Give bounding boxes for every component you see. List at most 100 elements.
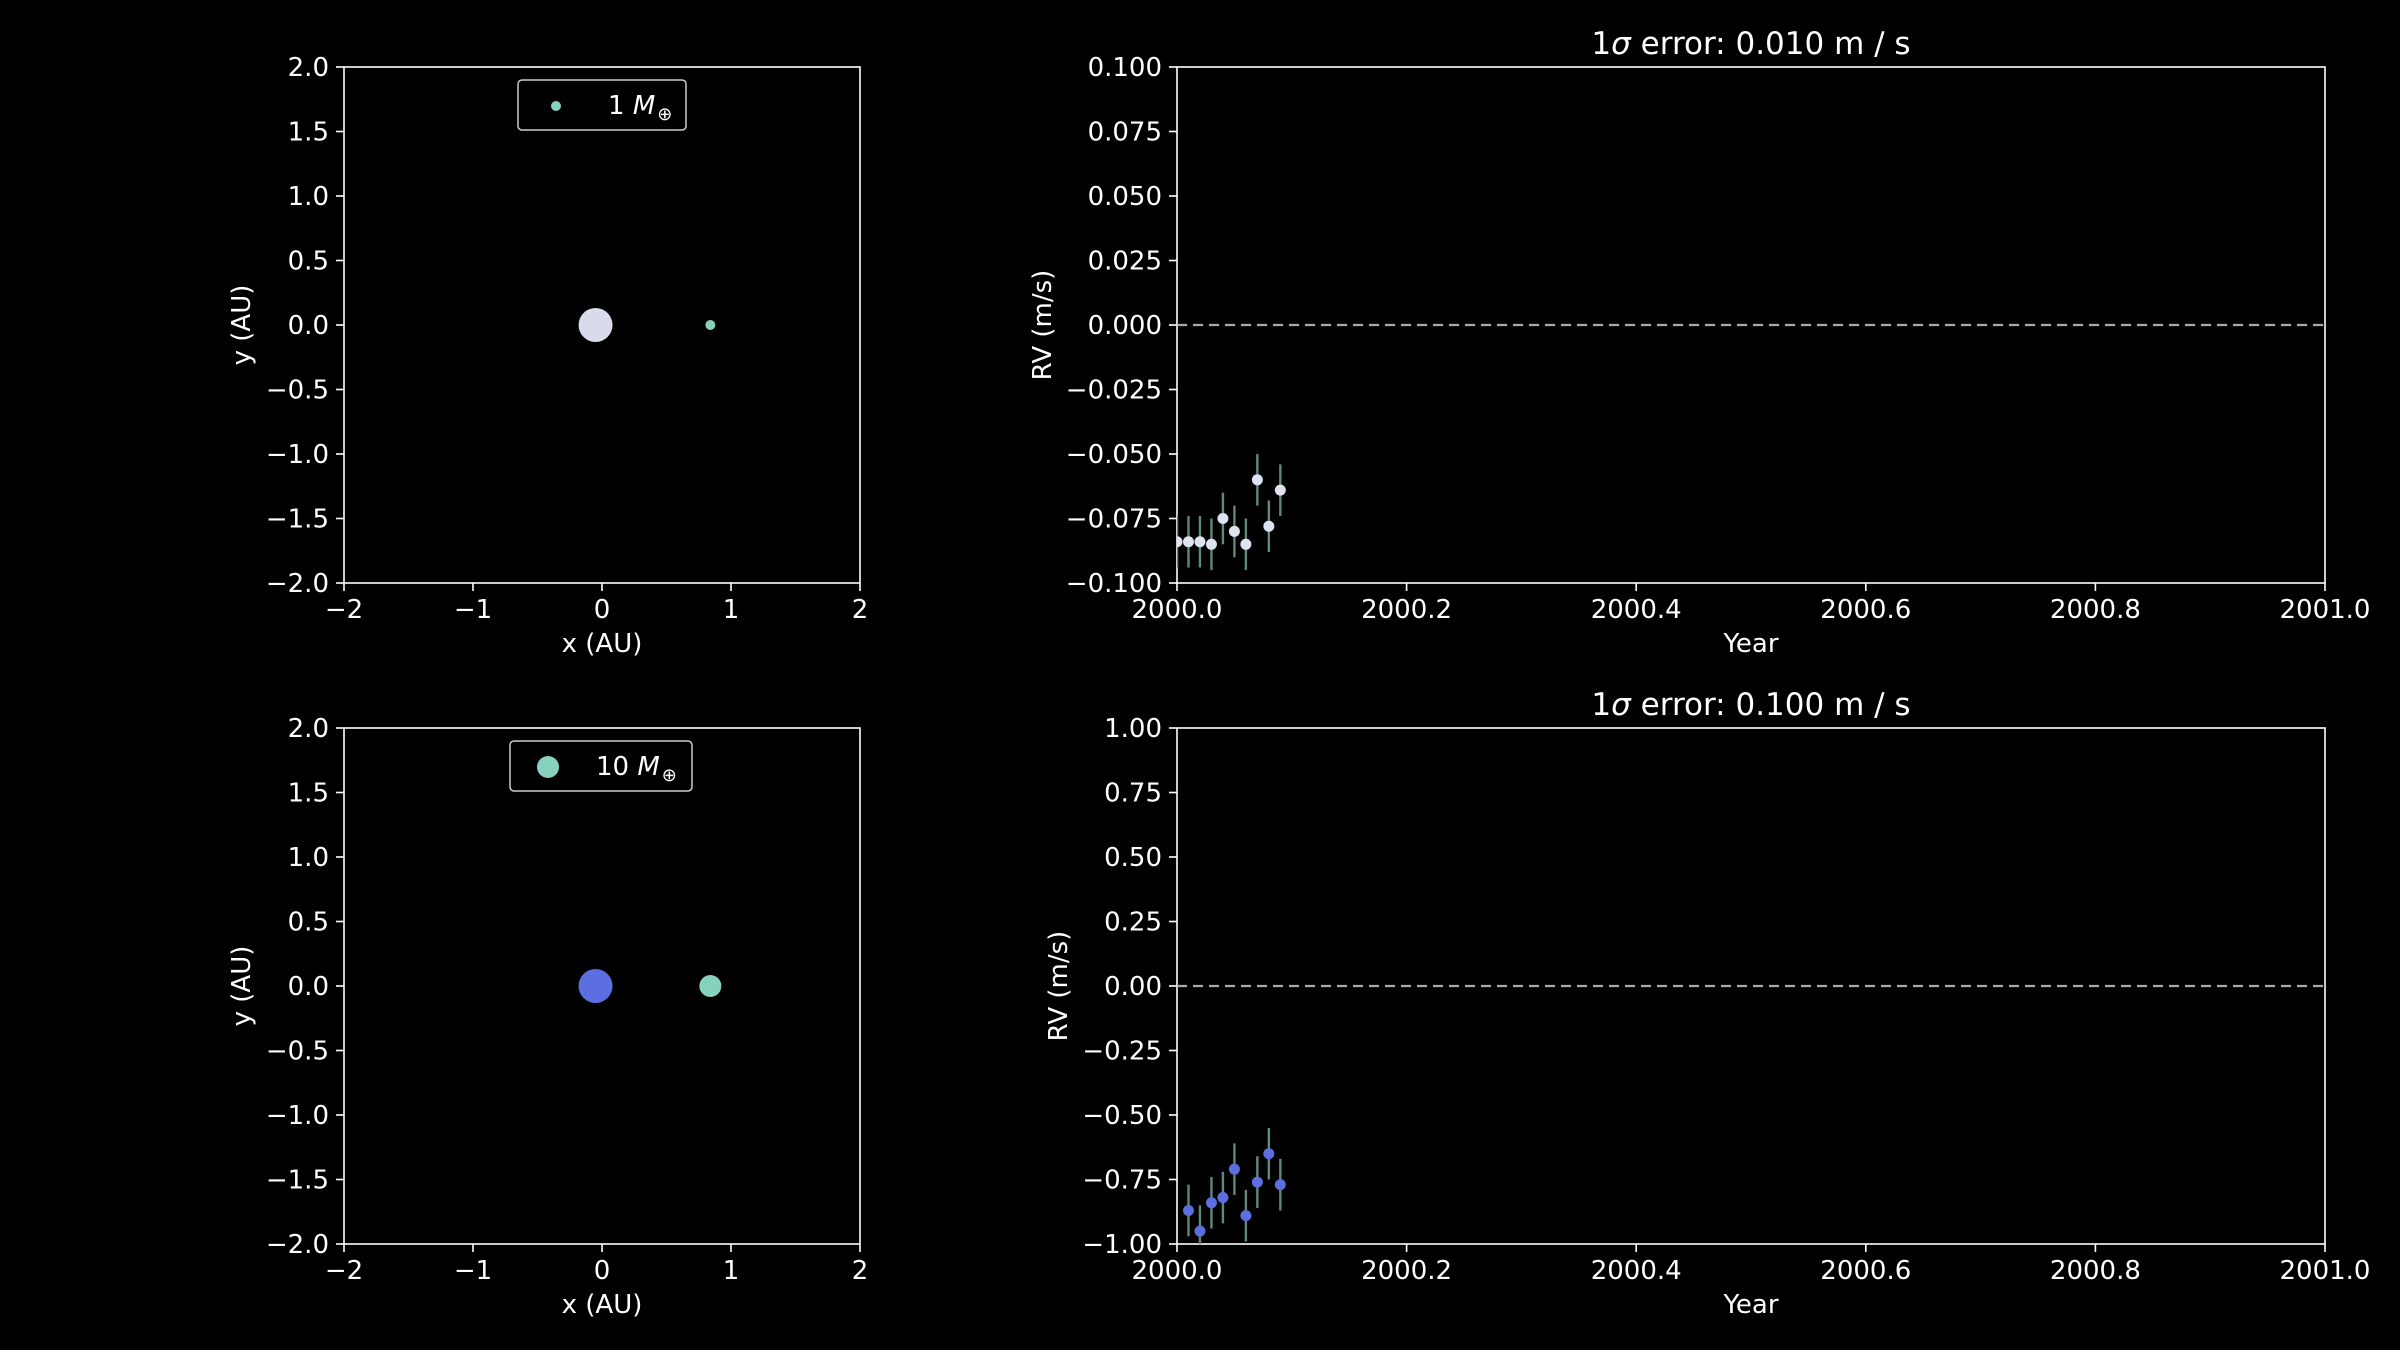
- y-tick-label: −0.75: [1082, 1166, 1162, 1196]
- y-tick-label: 0.5: [288, 247, 329, 277]
- data-point: [1274, 484, 1286, 496]
- data-series: [1182, 1127, 1286, 1244]
- y-tick-label: 0.00: [1104, 972, 1162, 1002]
- planet-marker: [705, 320, 716, 330]
- chart-title-part: error: 0.100 m / s: [1631, 687, 1911, 723]
- legend-label-part: M: [633, 91, 655, 121]
- data-point: [1263, 520, 1275, 532]
- legend-frame: [509, 740, 693, 792]
- legend-label: 1 M ⊕: [608, 91, 672, 125]
- y-tick-label: 0.000: [1088, 311, 1162, 341]
- legend-label-part: M: [637, 752, 659, 782]
- data-point: [1217, 1192, 1229, 1204]
- x-tick-label: 2000.0: [1132, 595, 1223, 625]
- y-tick-label: 1.0: [288, 182, 329, 212]
- x-tick-label: 2001.0: [2280, 1256, 2371, 1286]
- y-tick-label: −1.00: [1082, 1230, 1162, 1260]
- y-tick-label: −1.5: [266, 1166, 329, 1196]
- x-axis-label: Year: [1722, 1290, 1778, 1320]
- x-tick-label: 2000.4: [1591, 595, 1682, 625]
- star-marker: [578, 308, 613, 342]
- data-point: [1177, 536, 1183, 548]
- x-axis-label: x (AU): [562, 629, 643, 659]
- y-tick-label: −1.5: [266, 505, 329, 535]
- y-tick-label: −2.0: [266, 569, 329, 599]
- legend-label-part: ⊕: [662, 765, 677, 786]
- x-tick-label: 2000.6: [1820, 1256, 1911, 1286]
- x-axis-label: Year: [1722, 629, 1778, 659]
- data-point: [1251, 474, 1263, 486]
- y-tick-label: −0.5: [266, 376, 329, 406]
- x-tick-label: 2000.4: [1591, 1256, 1682, 1286]
- data-series: [1177, 454, 1286, 571]
- y-axis-label: y (AU): [227, 285, 257, 366]
- legend-label-part: ⊕: [657, 104, 672, 125]
- data-point: [1263, 1148, 1275, 1160]
- data-point: [1194, 1225, 1206, 1237]
- orbit-bottom-chart: −2 −1 0 1 2 2.0 1.5 1.0 0.5 0.0 −0.5 −1.0 −1.5 −2.0 x …: [227, 714, 868, 1320]
- data-point: [1194, 536, 1206, 548]
- y-tick-label: 0.025: [1088, 247, 1162, 277]
- legend: 1 M ⊕: [517, 79, 687, 131]
- planet-marker: [699, 975, 722, 997]
- x-tick-label: −2: [325, 595, 363, 625]
- x-tick-label: −2: [325, 1256, 363, 1286]
- y-tick-label: −1.0: [266, 1101, 329, 1131]
- orbit-top-chart: −2 −1 0 1 2 2.0 1.5 1.0 0.5 0.0 −0.5 −1.0 −1.5 −2.0 x …: [227, 53, 868, 659]
- y-tick-label: −0.025: [1066, 376, 1162, 406]
- legend-frame: [517, 79, 687, 131]
- chart-title-part: 1: [1591, 26, 1611, 62]
- y-tick-label: 0.100: [1088, 53, 1162, 83]
- y-tick-label: −0.25: [1082, 1037, 1162, 1067]
- y-tick-label: −1.0: [266, 440, 329, 470]
- data-point: [1240, 538, 1252, 550]
- x-tick-label: 2000.8: [2050, 595, 2141, 625]
- legend-marker: [551, 101, 561, 111]
- y-tick-label: 0.075: [1088, 118, 1162, 148]
- x-tick-label: 2000.8: [2050, 1256, 2141, 1286]
- y-tick-label: −0.5: [266, 1037, 329, 1067]
- x-tick-label: 2000.0: [1132, 1256, 1223, 1286]
- y-tick-label: 1.5: [288, 779, 329, 809]
- chart-title-part: σ: [1611, 26, 1632, 62]
- star-marker: [578, 969, 613, 1003]
- x-tick-label: 2000.2: [1361, 1256, 1452, 1286]
- rv-top-chart: 2000.0 2000.2 2000.4 2000.6 2000.8 2001.0 0.10…: [1028, 26, 2370, 659]
- data-point: [1228, 1163, 1240, 1175]
- x-tick-label: −1: [454, 1256, 492, 1286]
- y-tick-label: 0.0: [288, 972, 329, 1002]
- x-tick-label: 0: [594, 1256, 611, 1286]
- y-tick-label: 0.050: [1088, 182, 1162, 212]
- y-axis-label: RV (m/s): [1028, 270, 1058, 381]
- y-tick-label: −0.050: [1066, 440, 1162, 470]
- data-point: [1205, 538, 1217, 550]
- data-point: [1205, 1197, 1217, 1209]
- legend-marker: [537, 756, 559, 778]
- y-tick-label: 0.5: [288, 908, 329, 938]
- legend: 10 M ⊕: [509, 740, 693, 792]
- y-tick-label: 0.0: [288, 311, 329, 341]
- y-tick-label: 1.00: [1104, 714, 1162, 744]
- y-tick-label: 0.50: [1104, 843, 1162, 873]
- x-tick-label: 2: [852, 595, 869, 625]
- y-tick-label: −0.50: [1082, 1101, 1162, 1131]
- data-point: [1251, 1176, 1263, 1188]
- data-point: [1182, 536, 1194, 548]
- x-tick-label: 1: [723, 1256, 740, 1286]
- y-tick-label: −2.0: [266, 1230, 329, 1260]
- y-tick-label: 1.5: [288, 118, 329, 148]
- x-tick-label: 2000.6: [1820, 595, 1911, 625]
- data-point: [1274, 1179, 1286, 1191]
- y-tick-label: 0.25: [1104, 908, 1162, 938]
- x-tick-label: 0: [594, 595, 611, 625]
- x-tick-label: 2: [852, 1256, 869, 1286]
- legend-label-part: 1: [608, 91, 633, 121]
- chart-title-part: 1: [1591, 687, 1611, 723]
- rv-bottom-chart: 2000.0 2000.2 2000.4 2000.6 2000.8 2001.0 1.00…: [1044, 687, 2370, 1320]
- data-point: [1217, 513, 1229, 524]
- y-tick-label: −0.075: [1066, 505, 1162, 535]
- x-tick-label: 1: [723, 595, 740, 625]
- x-axis-label: x (AU): [562, 1290, 643, 1320]
- chart-title: 1σ error: 0.100 m / s: [1591, 687, 1910, 723]
